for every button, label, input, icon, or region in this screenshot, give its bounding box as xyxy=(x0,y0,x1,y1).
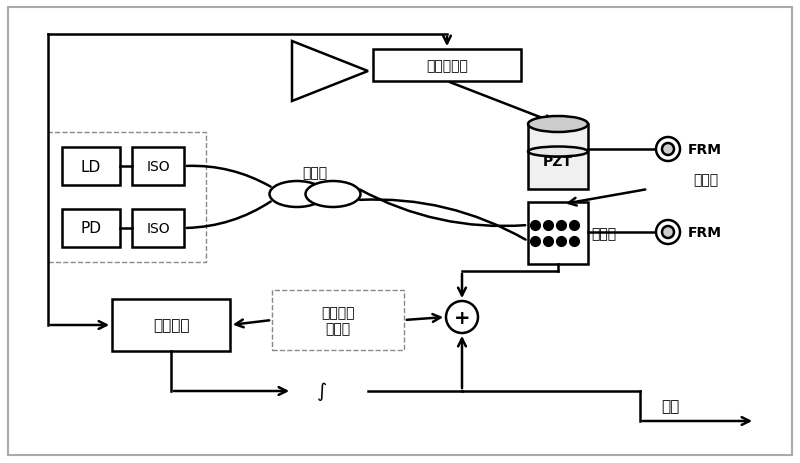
Bar xyxy=(132,148,184,186)
Bar xyxy=(373,50,521,82)
Ellipse shape xyxy=(662,226,674,238)
Text: 螺线管: 螺线管 xyxy=(693,173,718,187)
Bar xyxy=(112,300,230,351)
Bar xyxy=(272,290,404,350)
Text: 换能器: 换能器 xyxy=(591,226,616,240)
Text: FRM: FRM xyxy=(688,143,722,156)
Text: ISO: ISO xyxy=(146,160,170,174)
Bar xyxy=(528,125,588,189)
Text: 锁相放大: 锁相放大 xyxy=(153,318,190,333)
Text: 耦合器: 耦合器 xyxy=(302,166,327,180)
Ellipse shape xyxy=(528,147,588,157)
Text: PD: PD xyxy=(81,221,102,236)
Text: LD: LD xyxy=(81,159,101,174)
Ellipse shape xyxy=(270,181,325,207)
Ellipse shape xyxy=(306,181,361,207)
Text: PZT: PZT xyxy=(543,155,573,169)
Ellipse shape xyxy=(656,220,680,244)
Bar xyxy=(528,203,588,264)
Bar xyxy=(132,210,184,247)
Text: FRM: FRM xyxy=(688,225,722,239)
Bar xyxy=(48,133,206,263)
Bar xyxy=(62,210,120,247)
Ellipse shape xyxy=(528,117,588,133)
Ellipse shape xyxy=(662,144,674,156)
Text: +: + xyxy=(454,308,470,327)
Text: ISO: ISO xyxy=(146,221,170,236)
Bar xyxy=(62,148,120,186)
Text: 高频调制
正弦波: 高频调制 正弦波 xyxy=(322,305,354,335)
Text: ∫: ∫ xyxy=(317,382,327,400)
Text: 输出: 输出 xyxy=(661,399,679,413)
Ellipse shape xyxy=(656,138,680,162)
Text: 工作点控制: 工作点控制 xyxy=(426,59,468,73)
